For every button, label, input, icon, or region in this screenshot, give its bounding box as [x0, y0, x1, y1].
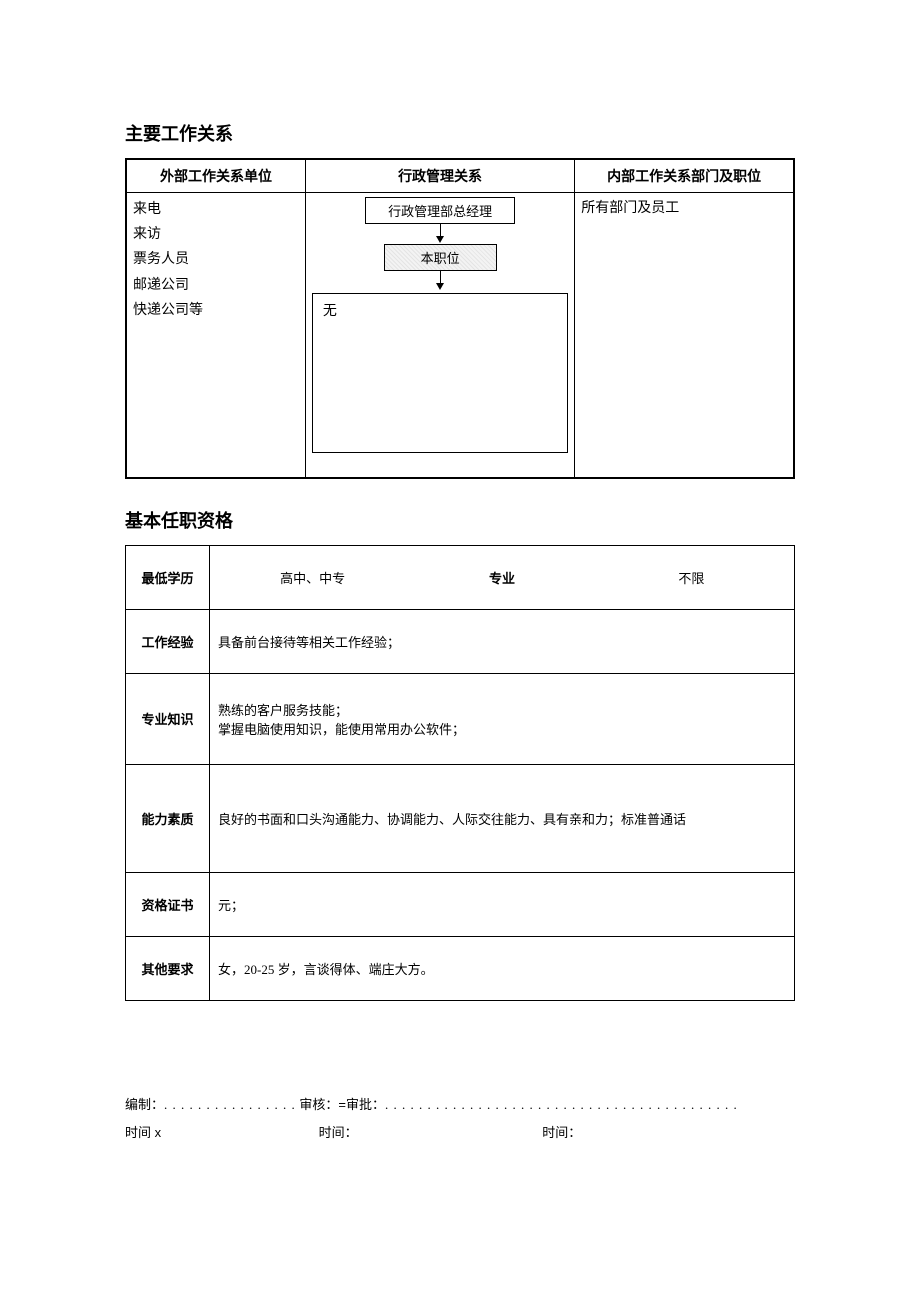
external-item: 来访 — [133, 222, 299, 247]
qual-row-ability: 能力素质 良好的书面和口头沟通能力、协调能力、人际交往能力、具有亲和力；标准普通… — [126, 764, 795, 872]
time2: 时间： — [319, 1119, 539, 1148]
qual-row-knowledge: 专业知识 熟练的客户服务技能； 掌握电脑使用知识，能使用常用办公软件； — [126, 673, 795, 764]
prepare-label: 编制： — [125, 1097, 164, 1112]
knowledge-value: 熟练的客户服务技能； 掌握电脑使用知识，能使用常用办公软件； — [210, 673, 795, 764]
external-cell: 来电 来访 票务人员 邮递公司 快递公司等 — [126, 193, 305, 478]
knowledge-line2: 掌握电脑使用知识，能使用常用办公软件； — [218, 719, 786, 738]
footer-row2: 时间 x 时间： 时间： — [125, 1119, 795, 1148]
header-external: 外部工作关系单位 — [126, 159, 305, 193]
flow-mid-box: 本职位 — [384, 244, 497, 271]
external-item: 快递公司等 — [133, 298, 299, 323]
exp-value: 具备前台接待等相关工作经验； — [210, 609, 795, 673]
knowledge-line1: 熟练的客户服务技能； — [218, 700, 786, 719]
arrow-icon — [312, 271, 568, 291]
footer-row1: 编制：. . . . . . . . . . . . . . . . 审核：=审… — [125, 1091, 795, 1120]
qual-row-education: 最低学历 高中、中专 专业 不限 — [126, 545, 795, 609]
knowledge-label: 专业知识 — [126, 673, 210, 764]
cert-label: 资格证书 — [126, 872, 210, 936]
qual-row-cert: 资格证书 元； — [126, 872, 795, 936]
external-item: 票务人员 — [133, 247, 299, 272]
relations-body-row: 来电 来访 票务人员 邮递公司 快递公司等 行政管理部总经理 本职位 无 所有部… — [126, 193, 794, 478]
internal-cell: 所有部门及员工 — [575, 193, 794, 478]
footer: 编制：. . . . . . . . . . . . . . . . 审核：=审… — [125, 1091, 795, 1148]
dots: . . . . . . . . . . . . . . . . — [164, 1097, 296, 1112]
qual-row-other: 其他要求 女，20-25 岁，言谈得体、端庄大方。 — [126, 936, 795, 1000]
external-list: 来电 来访 票务人员 邮递公司 快递公司等 — [133, 197, 299, 323]
arrow-icon — [312, 224, 568, 244]
dots: . . . . . . . . . . . . . . . . . . . . … — [385, 1097, 738, 1112]
time1: 时间 x — [125, 1119, 315, 1148]
header-internal: 内部工作关系部门及职位 — [575, 159, 794, 193]
relations-header-row: 外部工作关系单位 行政管理关系 内部工作关系部门及职位 — [126, 159, 794, 193]
other-value: 女，20-25 岁，言谈得体、端庄大方。 — [210, 936, 795, 1000]
exp-label: 工作经验 — [126, 609, 210, 673]
edu-value-cell: 高中、中专 专业 不限 — [210, 545, 795, 609]
external-item: 来电 — [133, 197, 299, 222]
section2-title: 基本任职资格 — [125, 507, 795, 533]
ability-value: 良好的书面和口头沟通能力、协调能力、人际交往能力、具有亲和力；标准普通话 — [210, 764, 795, 872]
relations-table: 外部工作关系单位 行政管理关系 内部工作关系部门及职位 来电 来访 票务人员 邮… — [125, 158, 795, 479]
edu-value: 高中、中专 — [218, 568, 407, 587]
flow-top-box: 行政管理部总经理 — [365, 197, 515, 224]
major-label: 专业 — [407, 568, 596, 587]
flow-cell: 行政管理部总经理 本职位 无 — [305, 193, 574, 478]
header-admin: 行政管理关系 — [305, 159, 574, 193]
major-value: 不限 — [597, 568, 786, 587]
qual-row-experience: 工作经验 具备前台接待等相关工作经验； — [126, 609, 795, 673]
review-label: 审核：=审批： — [299, 1097, 385, 1112]
edu-label: 最低学历 — [126, 545, 210, 609]
cert-value: 元； — [210, 872, 795, 936]
external-item: 邮递公司 — [133, 273, 299, 298]
qualifications-table: 最低学历 高中、中专 专业 不限 工作经验 具备前台接待等相关工作经验； 专业知… — [125, 545, 795, 1001]
flow-bottom-box: 无 — [312, 293, 568, 453]
other-label: 其他要求 — [126, 936, 210, 1000]
time3: 时间： — [542, 1119, 581, 1148]
ability-label: 能力素质 — [126, 764, 210, 872]
section1-title: 主要工作关系 — [125, 120, 795, 146]
